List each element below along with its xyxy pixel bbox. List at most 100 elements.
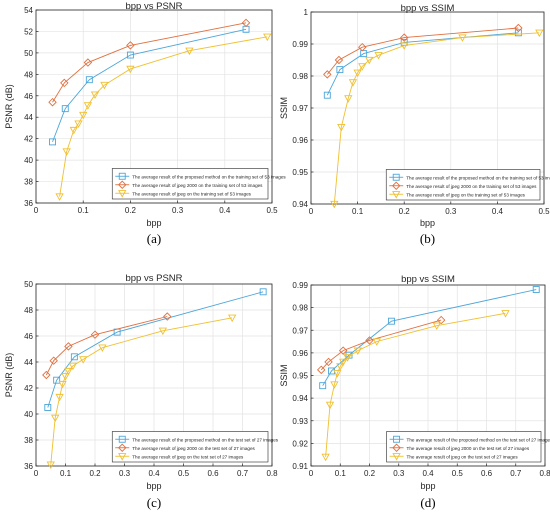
y-tick-label: 0.96	[292, 349, 308, 358]
data-point	[62, 148, 71, 156]
data-point	[74, 120, 83, 128]
y-tick-label: 40	[24, 156, 33, 165]
data-point	[343, 354, 352, 362]
data-point	[317, 365, 326, 375]
x-tick-label: 0.5	[178, 469, 190, 478]
y-tick-label: 38	[24, 178, 33, 187]
series-2	[55, 33, 272, 201]
data-point	[259, 288, 267, 296]
data-point	[458, 34, 467, 42]
y-tick-label: 50	[24, 280, 33, 289]
data-point	[337, 124, 346, 132]
y-axis-label: SSIM	[279, 97, 289, 119]
data-point	[372, 338, 381, 346]
legend: The average result of the proposed metho…	[111, 431, 279, 463]
series-2	[321, 310, 510, 462]
data-point	[348, 79, 358, 87]
axes-frame	[35, 9, 273, 204]
data-point	[241, 18, 251, 28]
data-point	[64, 367, 73, 376]
x-tick-label: 0.2	[89, 469, 101, 478]
y-tick-label: 36	[24, 199, 33, 208]
legend-swatch-marker	[392, 453, 401, 461]
data-point	[321, 453, 330, 462]
y-tick-label: 50	[24, 49, 33, 58]
data-point	[79, 356, 88, 364]
y-tick-label: 1	[304, 8, 309, 17]
data-point	[333, 370, 342, 378]
legend-label: The average result of jpeg 2000 on the t…	[407, 446, 530, 451]
x-tick-label: 0	[34, 469, 39, 478]
data-point	[83, 102, 93, 110]
chart-title: bpp vs PSNR	[125, 273, 182, 284]
legend-swatch-marker	[118, 453, 127, 461]
y-tick-label: 0.99	[292, 40, 308, 49]
x-tick-label: 0.5	[266, 206, 278, 215]
series-line	[59, 36, 268, 197]
data-point	[100, 81, 109, 90]
y-tick-label: 44	[24, 113, 33, 122]
y-tick-label: 0.92	[292, 439, 308, 448]
legend-box	[111, 168, 269, 200]
series-0	[49, 25, 250, 146]
series-line	[52, 28, 247, 143]
data-point	[51, 414, 60, 423]
x-tick-label: 0.8	[266, 469, 278, 478]
chart-title: bpp vs SSIM	[401, 3, 455, 14]
y-axis-label: PSNR (dB)	[4, 84, 14, 129]
data-point	[83, 58, 93, 67]
data-point	[163, 312, 172, 321]
legend-box	[385, 169, 541, 201]
data-point	[514, 23, 523, 33]
series-line	[50, 317, 233, 465]
y-tick-label: 52	[24, 27, 33, 36]
series-0	[323, 29, 522, 99]
y-tick-label: 46	[24, 332, 33, 341]
y-tick-label: 0.96	[292, 136, 308, 145]
series-line	[320, 319, 442, 371]
data-point	[58, 380, 67, 389]
data-point	[353, 347, 362, 355]
legend-swatch-marker	[392, 191, 401, 199]
legend: The average result of the proposed metho…	[385, 169, 550, 201]
x-tick-label: 0.7	[510, 469, 522, 478]
legend: The average result of the proposed metho…	[386, 431, 550, 463]
x-tick-label: 0	[309, 207, 314, 216]
legend-swatch-marker	[118, 172, 126, 180]
data-point	[501, 310, 510, 318]
legend-swatch-marker	[118, 443, 127, 452]
legend-swatch-marker	[118, 190, 127, 198]
data-point	[48, 97, 57, 107]
data-point	[339, 358, 348, 367]
data-point	[61, 373, 70, 381]
legend-label: The average result of the proposed metho…	[132, 437, 279, 442]
data-point	[46, 461, 55, 470]
y-axis-label: SSIM	[279, 364, 289, 386]
y-tick-label: 0.93	[292, 417, 308, 426]
y-tick-label: 0.98	[292, 304, 308, 313]
data-point	[360, 50, 368, 58]
legend-label: The average result of jpeg on the test s…	[132, 454, 244, 459]
data-point	[53, 376, 61, 384]
y-tick-label: 0.94	[292, 200, 308, 209]
y-tick-label: 42	[24, 135, 33, 144]
chart-panel-d: 0 0.1 0.2 0.3 0.4 0.5 0.6 0.7 0.8 0.91 0.92 0.93 0.9…	[279, 274, 550, 510]
data-point	[400, 42, 409, 50]
data-point	[61, 105, 69, 113]
x-tick-label: 0.4	[219, 206, 231, 215]
x-tick-label: 0.5	[452, 469, 464, 478]
data-point	[344, 95, 353, 103]
data-point	[365, 336, 374, 345]
y-tick-label: 46	[24, 92, 33, 101]
legend-box	[386, 431, 542, 463]
x-axis-label: bpp	[146, 218, 161, 228]
data-point	[55, 393, 64, 402]
chart-title: bpp vs PSNR	[125, 1, 182, 12]
panel-label: (c)	[147, 495, 161, 510]
data-point	[338, 346, 348, 355]
y-tick-label: 38	[24, 436, 33, 445]
y-tick-label: 0.95	[292, 372, 308, 381]
data-point	[185, 47, 194, 56]
series-line	[52, 22, 247, 103]
legend-label: The average result of jpeg on the traini…	[132, 191, 251, 196]
